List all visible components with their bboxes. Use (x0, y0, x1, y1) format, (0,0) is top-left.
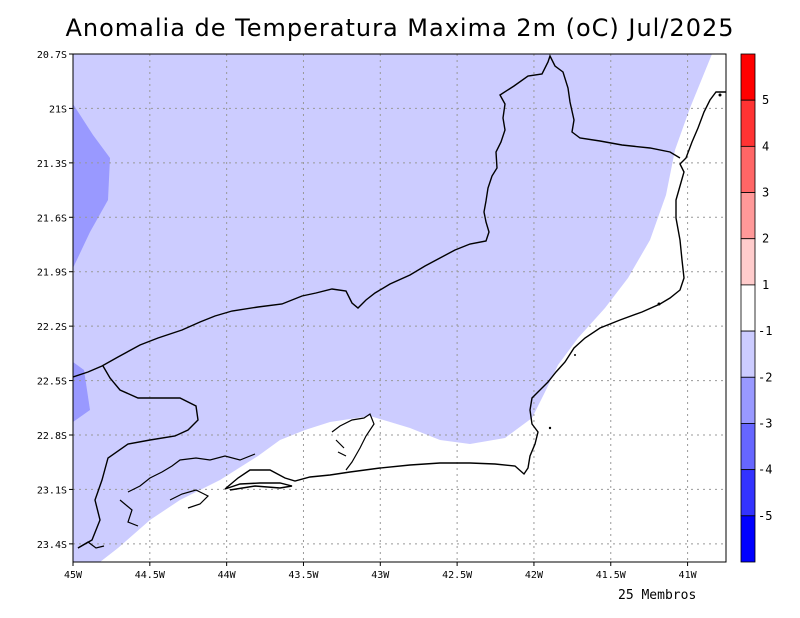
colorbar: 5 4 3 2 1 -1 -2 -3 -4 -5 (740, 53, 772, 563)
colorbar-label: 3 (762, 186, 769, 200)
lat-tick-label: 22.5S (37, 377, 67, 388)
grid-lines (73, 54, 726, 562)
map-frame (72, 53, 727, 563)
lon-tick-label: 43.5W (288, 570, 319, 581)
colorbar-label: 2 (762, 232, 769, 246)
shading-minus1-minus2 (73, 54, 712, 562)
colorbar-swatch (740, 469, 756, 517)
shading-minus2-minus3-west (73, 104, 110, 268)
lon-tick-label: 41.5W (596, 570, 627, 581)
lat-tick-label: 23.1S (37, 485, 67, 496)
state-border (73, 54, 681, 378)
colorbar-label: -3 (758, 416, 772, 430)
colorbar-label: 1 (762, 278, 769, 292)
colorbar-swatch (740, 376, 756, 424)
colorbar-swatch (740, 99, 756, 147)
colorbar-swatch (740, 423, 756, 471)
colorbar-swatch (740, 330, 756, 378)
lon-tick-label: 41W (679, 570, 698, 581)
colorbar-label: -2 (758, 370, 772, 384)
lat-tick-label: 21.9S (37, 268, 67, 279)
coastline (224, 91, 726, 491)
colorbar-swatch (740, 145, 756, 193)
lat-tick-label: 22.2S (37, 322, 67, 333)
lat-tick-label: 21S (49, 104, 67, 115)
latitude-axis: 20.7S 21S 21.3S 21.6S 21.9S 22.2S 22.5S 22.8S 23… (37, 50, 73, 551)
colorbar-swatch (740, 515, 756, 563)
lat-tick-label: 20.7S (37, 50, 67, 61)
colorbar-swatch (740, 238, 756, 286)
bay-islands (77, 413, 375, 549)
lon-tick-label: 45W (64, 570, 83, 581)
lat-tick-label: 22.8S (37, 431, 67, 442)
anomaly-field (73, 54, 726, 562)
lat-tick-label: 21.6S (37, 213, 67, 224)
lon-tick-label: 42W (525, 570, 544, 581)
colorbar-label: -1 (758, 324, 772, 338)
colorbar-label: 4 (762, 139, 769, 153)
lon-tick-label: 43W (371, 570, 390, 581)
colorbar-label: -4 (758, 463, 772, 477)
lon-tick-label: 44W (218, 570, 237, 581)
longitude-axis: 45W 44.5W 44W 43.5W 43W 42.5W 42W 41.5W 41W (64, 562, 698, 581)
colorbar-label: 5 (762, 93, 769, 107)
colorbar-label: -5 (758, 509, 772, 523)
colorbar-swatch (740, 192, 756, 240)
lon-tick-label: 42.5W (442, 570, 473, 581)
state-border-inner (77, 365, 199, 549)
colorbar-swatch (740, 53, 756, 101)
colorbar-swatch (740, 284, 756, 332)
shading-minus2-minus3-southwest (73, 362, 90, 422)
members-note: 25 Membros (618, 588, 697, 603)
lon-tick-label: 44.5W (135, 570, 166, 581)
lat-tick-label: 23.4S (37, 540, 67, 551)
lat-tick-label: 21.3S (37, 159, 67, 170)
map-title: Anomalia de Temperatura Maxima 2m (oC) J… (65, 14, 735, 42)
